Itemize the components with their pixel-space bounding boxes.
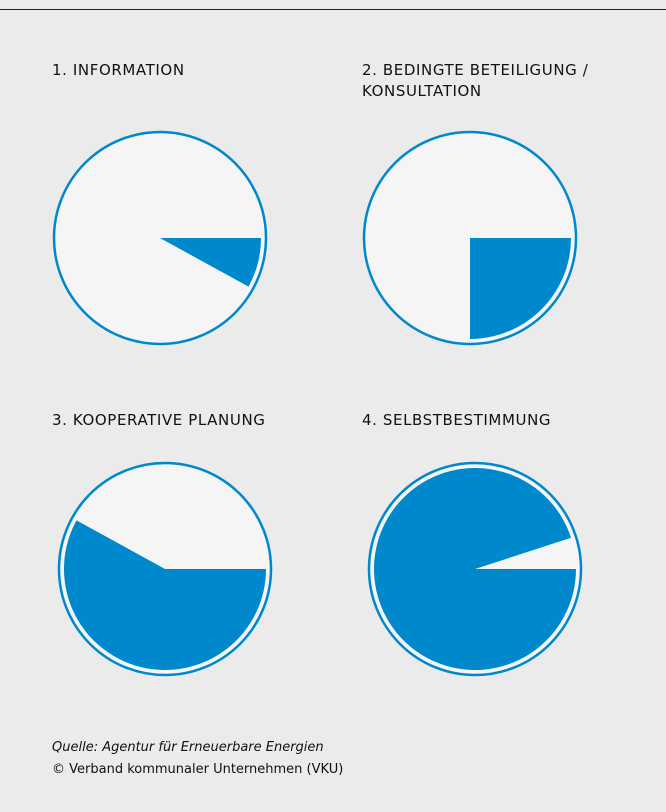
chart-title: 1. INFORMATION (52, 61, 185, 79)
pie-slice (373, 467, 576, 670)
pie-chart-1 (52, 130, 268, 346)
footer: Quelle: Agentur für Erneuerbare Energien… (52, 737, 343, 781)
source-note: Quelle: Agentur für Erneuerbare Energien (52, 740, 324, 755)
pie-slice (470, 238, 571, 339)
pie-chart-2 (362, 130, 578, 346)
top-rule (0, 9, 666, 10)
panel-selbstbestimmung: 4. SELBSTBESTIMMUNG (362, 410, 662, 431)
pie-slice (64, 520, 267, 670)
panel-konsultation: 2. BEDINGTE BETEILIGUNG / KONSULTATION (362, 60, 662, 102)
pie-chart-4 (367, 461, 583, 677)
pie-slice (160, 238, 261, 287)
panel-information: 1. INFORMATION (52, 60, 352, 81)
copyright-note: © Verband kommunaler Unternehmen (VKU) (52, 762, 344, 777)
panel-kooperative-planung: 3. KOOPERATIVE PLANUNG (52, 410, 352, 431)
chart-title: 2. BEDINGTE BETEILIGUNG / KONSULTATION (362, 61, 589, 100)
pie-chart-3 (57, 461, 273, 677)
chart-title: 4. SELBSTBESTIMMUNG (362, 411, 552, 429)
chart-title: 3. KOOPERATIVE PLANUNG (52, 411, 266, 429)
